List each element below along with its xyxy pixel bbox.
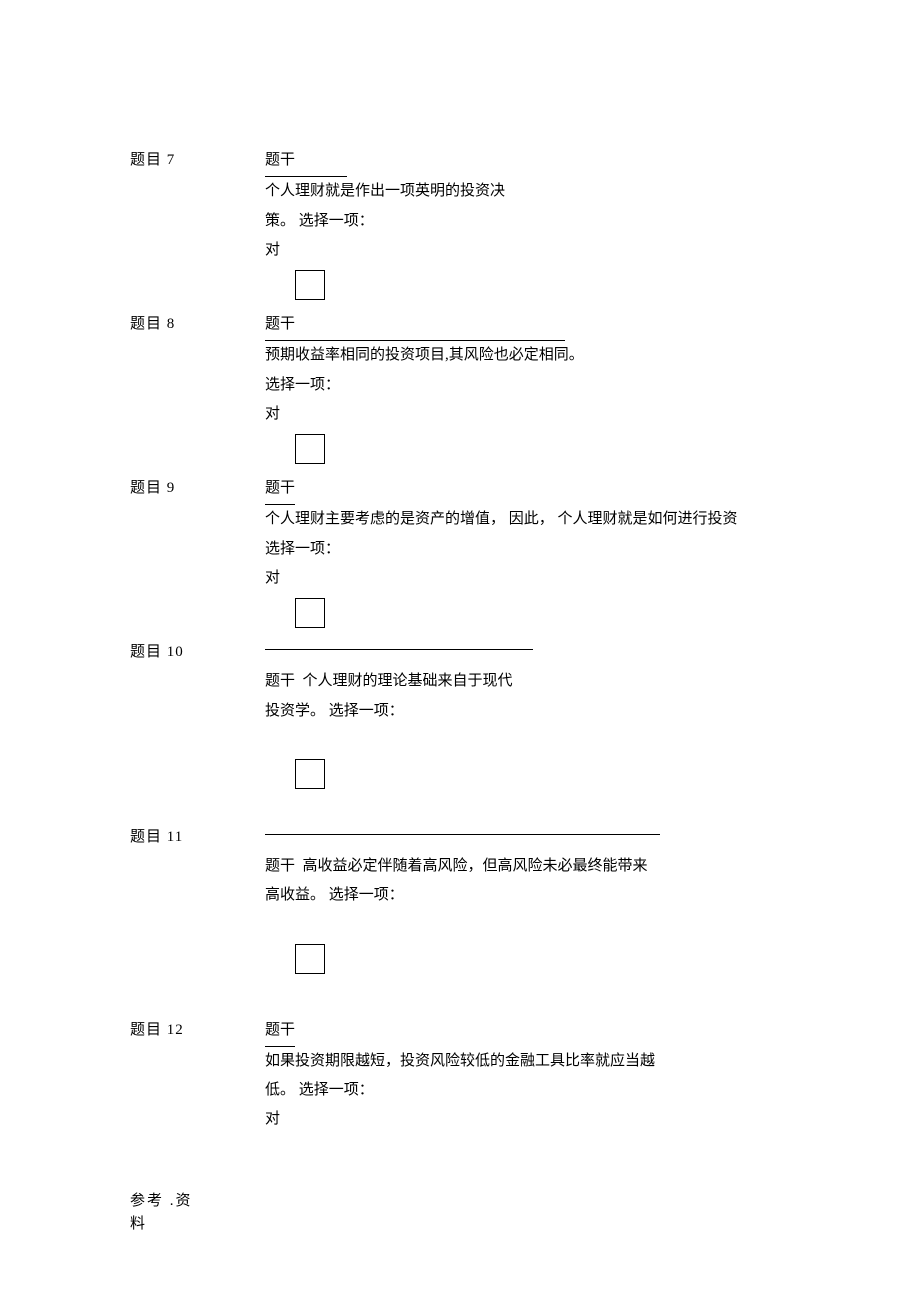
stem-label: 题干: [265, 310, 565, 341]
answer-label: 对: [265, 1105, 820, 1134]
question-number: 题目 10: [130, 638, 265, 821]
question-text-1: 题干 个人理财的理论基础来自于现代: [265, 667, 820, 696]
answer-checkbox[interactable]: [295, 270, 325, 300]
question-7: 题目 7 题干 个人理财就是作出一项英明的投资决 策。 选择一项： 对: [130, 146, 820, 308]
question-number: 题目 8: [130, 310, 265, 472]
stem-label: 题干: [265, 1016, 295, 1047]
stem-label: 题干: [265, 474, 295, 505]
question-12: 题目 12 题干 如果投资期限越短，投资风险较低的金融工具比率就应当越 低。 选…: [130, 1016, 820, 1135]
question-number: 题目 7: [130, 146, 265, 308]
question-text-2: 选择一项：: [265, 371, 820, 400]
footer-line-1: 参考 .资: [130, 1190, 193, 1213]
question-text-2: 高收益。 选择一项：: [265, 881, 820, 910]
question-body: 题干 预期收益率相同的投资项目,其风险也必定相同。 选择一项： 对: [265, 310, 820, 472]
question-text-1: 个人理财主要考虑的是资产的增值， 因此， 个人理财就是如何进行投资: [265, 505, 820, 534]
question-11: 题目 11 题干 高收益必定伴随着高风险，但高风险未必最终能带来 高收益。 选择…: [130, 823, 820, 1014]
answer-checkbox[interactable]: [295, 598, 325, 628]
stem-label: 题干: [265, 673, 295, 689]
answer-label: 对: [265, 564, 820, 593]
question-8: 题目 8 题干 预期收益率相同的投资项目,其风险也必定相同。 选择一项： 对: [130, 310, 820, 472]
answer-checkbox[interactable]: [295, 944, 325, 974]
question-text-2: 选择一项：: [265, 535, 820, 564]
question-number: 题目 9: [130, 474, 265, 636]
question-text-1: 预期收益率相同的投资项目,其风险也必定相同。: [265, 341, 820, 370]
footer: 参考 .资 料: [130, 1190, 193, 1235]
answer-checkbox[interactable]: [295, 759, 325, 789]
question-body: 题干 个人理财的理论基础来自于现代 投资学。 选择一项：: [265, 638, 820, 821]
question-text-1: 个人理财就是作出一项英明的投资决: [265, 177, 820, 206]
question-body: 题干 个人理财就是作出一项英明的投资决 策。 选择一项： 对: [265, 146, 820, 308]
question-body: 题干 高收益必定伴随着高风险，但高风险未必最终能带来 高收益。 选择一项：: [265, 823, 820, 1014]
answer-checkbox[interactable]: [295, 434, 325, 464]
question-text-1: 题干 高收益必定伴随着高风险，但高风险未必最终能带来: [265, 852, 820, 881]
question-body: 题干 个人理财主要考虑的是资产的增值， 因此， 个人理财就是如何进行投资 选择一…: [265, 474, 820, 636]
question-number: 题目 11: [130, 823, 265, 1014]
stem-label: 题干: [265, 146, 347, 177]
question-text-1: 如果投资期限越短，投资风险较低的金融工具比率就应当越: [265, 1047, 820, 1076]
question-text-2: 策。 选择一项：: [265, 207, 820, 236]
question-number: 题目 12: [130, 1016, 265, 1135]
answer-label: 对: [265, 400, 820, 429]
question-text-2: 低。 选择一项：: [265, 1076, 820, 1105]
question-10: 题目 10 题干 个人理财的理论基础来自于现代 投资学。 选择一项：: [130, 638, 820, 821]
underline: [265, 638, 533, 650]
footer-line-2: 料: [130, 1213, 193, 1236]
stem-label: 题干: [265, 858, 295, 874]
underline: [265, 823, 660, 835]
question-9: 题目 9 题干 个人理财主要考虑的是资产的增值， 因此， 个人理财就是如何进行投…: [130, 474, 820, 636]
answer-label: 对: [265, 236, 820, 265]
question-body: 题干 如果投资期限越短，投资风险较低的金融工具比率就应当越 低。 选择一项： 对: [265, 1016, 820, 1135]
question-text-2: 投资学。 选择一项：: [265, 697, 820, 726]
